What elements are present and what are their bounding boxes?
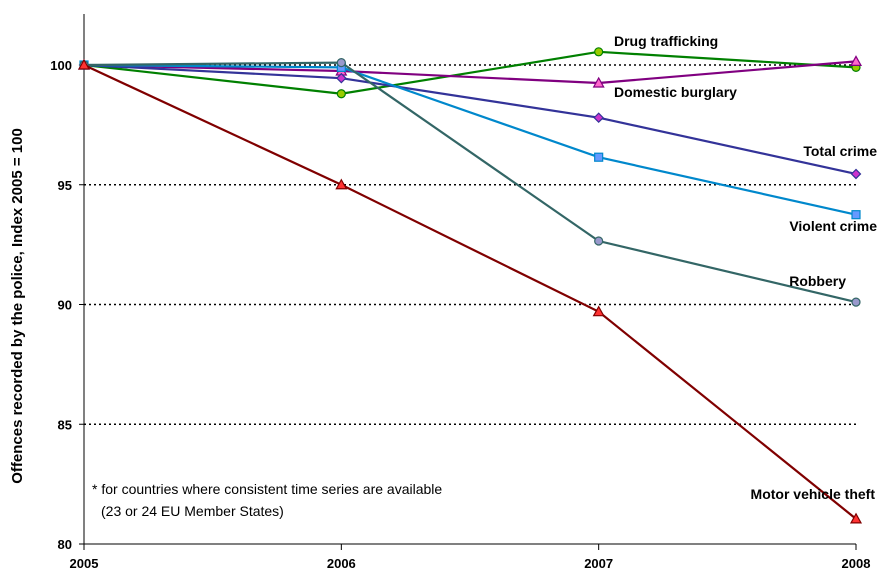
point-motor-vehicle-theft — [849, 512, 863, 524]
series-line-violent-crime — [83, 63, 857, 216]
x-tick-label: 2005 — [70, 556, 99, 571]
series-line-robbery — [83, 61, 857, 304]
y-ticks: 80 85 90 95 100 — [50, 58, 84, 552]
series-label-domestic-burglary: Domestic burglary — [614, 84, 737, 100]
series-label-motor-vehicle-theft: Motor vehicle theft — [751, 486, 876, 502]
x-tick-label: 2008 — [842, 556, 871, 571]
y-tick-label: 100 — [50, 58, 72, 73]
series-label-drug-trafficking: Drug trafficking — [614, 33, 718, 49]
y-tick-label: 90 — [58, 298, 72, 313]
series-label-total-crime: Total crime — [803, 143, 877, 159]
point-motor-vehicle-theft — [592, 305, 605, 317]
y-tick-label: 80 — [58, 537, 72, 552]
x-ticks: 2005 2006 2007 2008 — [70, 544, 871, 571]
point-total-crime — [335, 72, 347, 84]
point-domestic-burglary — [849, 55, 863, 67]
point-domestic-burglary — [592, 76, 605, 88]
series-line-total-crime — [83, 63, 857, 176]
series-drug-trafficking — [79, 47, 861, 99]
series-line-domestic-burglary — [83, 60, 857, 85]
point-drug-trafficking — [594, 47, 604, 57]
x-tick-label: 2006 — [327, 556, 356, 571]
series-violent-crime — [79, 60, 861, 220]
series-line-drug-trafficking — [83, 50, 857, 95]
series-label-violent-crime: Violent crime — [789, 218, 877, 234]
y-tick-label: 85 — [58, 417, 72, 432]
footnote-line-2: (23 or 24 EU Member States) — [101, 503, 284, 519]
point-robbery — [594, 236, 604, 246]
y-axis-title: Offences recorded by the police, Index 2… — [9, 128, 26, 484]
point-total-crime — [593, 112, 605, 124]
point-motor-vehicle-theft — [335, 178, 348, 190]
gridlines — [84, 64, 856, 426]
point-total-crime — [850, 168, 862, 180]
series-lines — [77, 47, 863, 524]
point-motor-vehicle-theft — [77, 58, 91, 70]
series-label-robbery: Robbery — [789, 273, 846, 289]
series-motor-vehicle-theft — [77, 58, 863, 524]
point-drug-trafficking — [336, 89, 346, 99]
series-robbery — [79, 58, 861, 307]
footnote-line-1: * for countries where consistent time se… — [92, 481, 442, 497]
axes — [83, 14, 856, 545]
point-violent-crime — [594, 152, 604, 162]
point-robbery — [336, 58, 346, 68]
series-line-motor-vehicle-theft — [83, 64, 857, 520]
point-violent-crime — [851, 210, 861, 220]
series-labels: Drug trafficking Domestic burglary Total c… — [614, 33, 877, 502]
x-tick-label: 2007 — [584, 556, 613, 571]
point-robbery — [851, 297, 861, 307]
y-tick-label: 95 — [58, 178, 72, 193]
